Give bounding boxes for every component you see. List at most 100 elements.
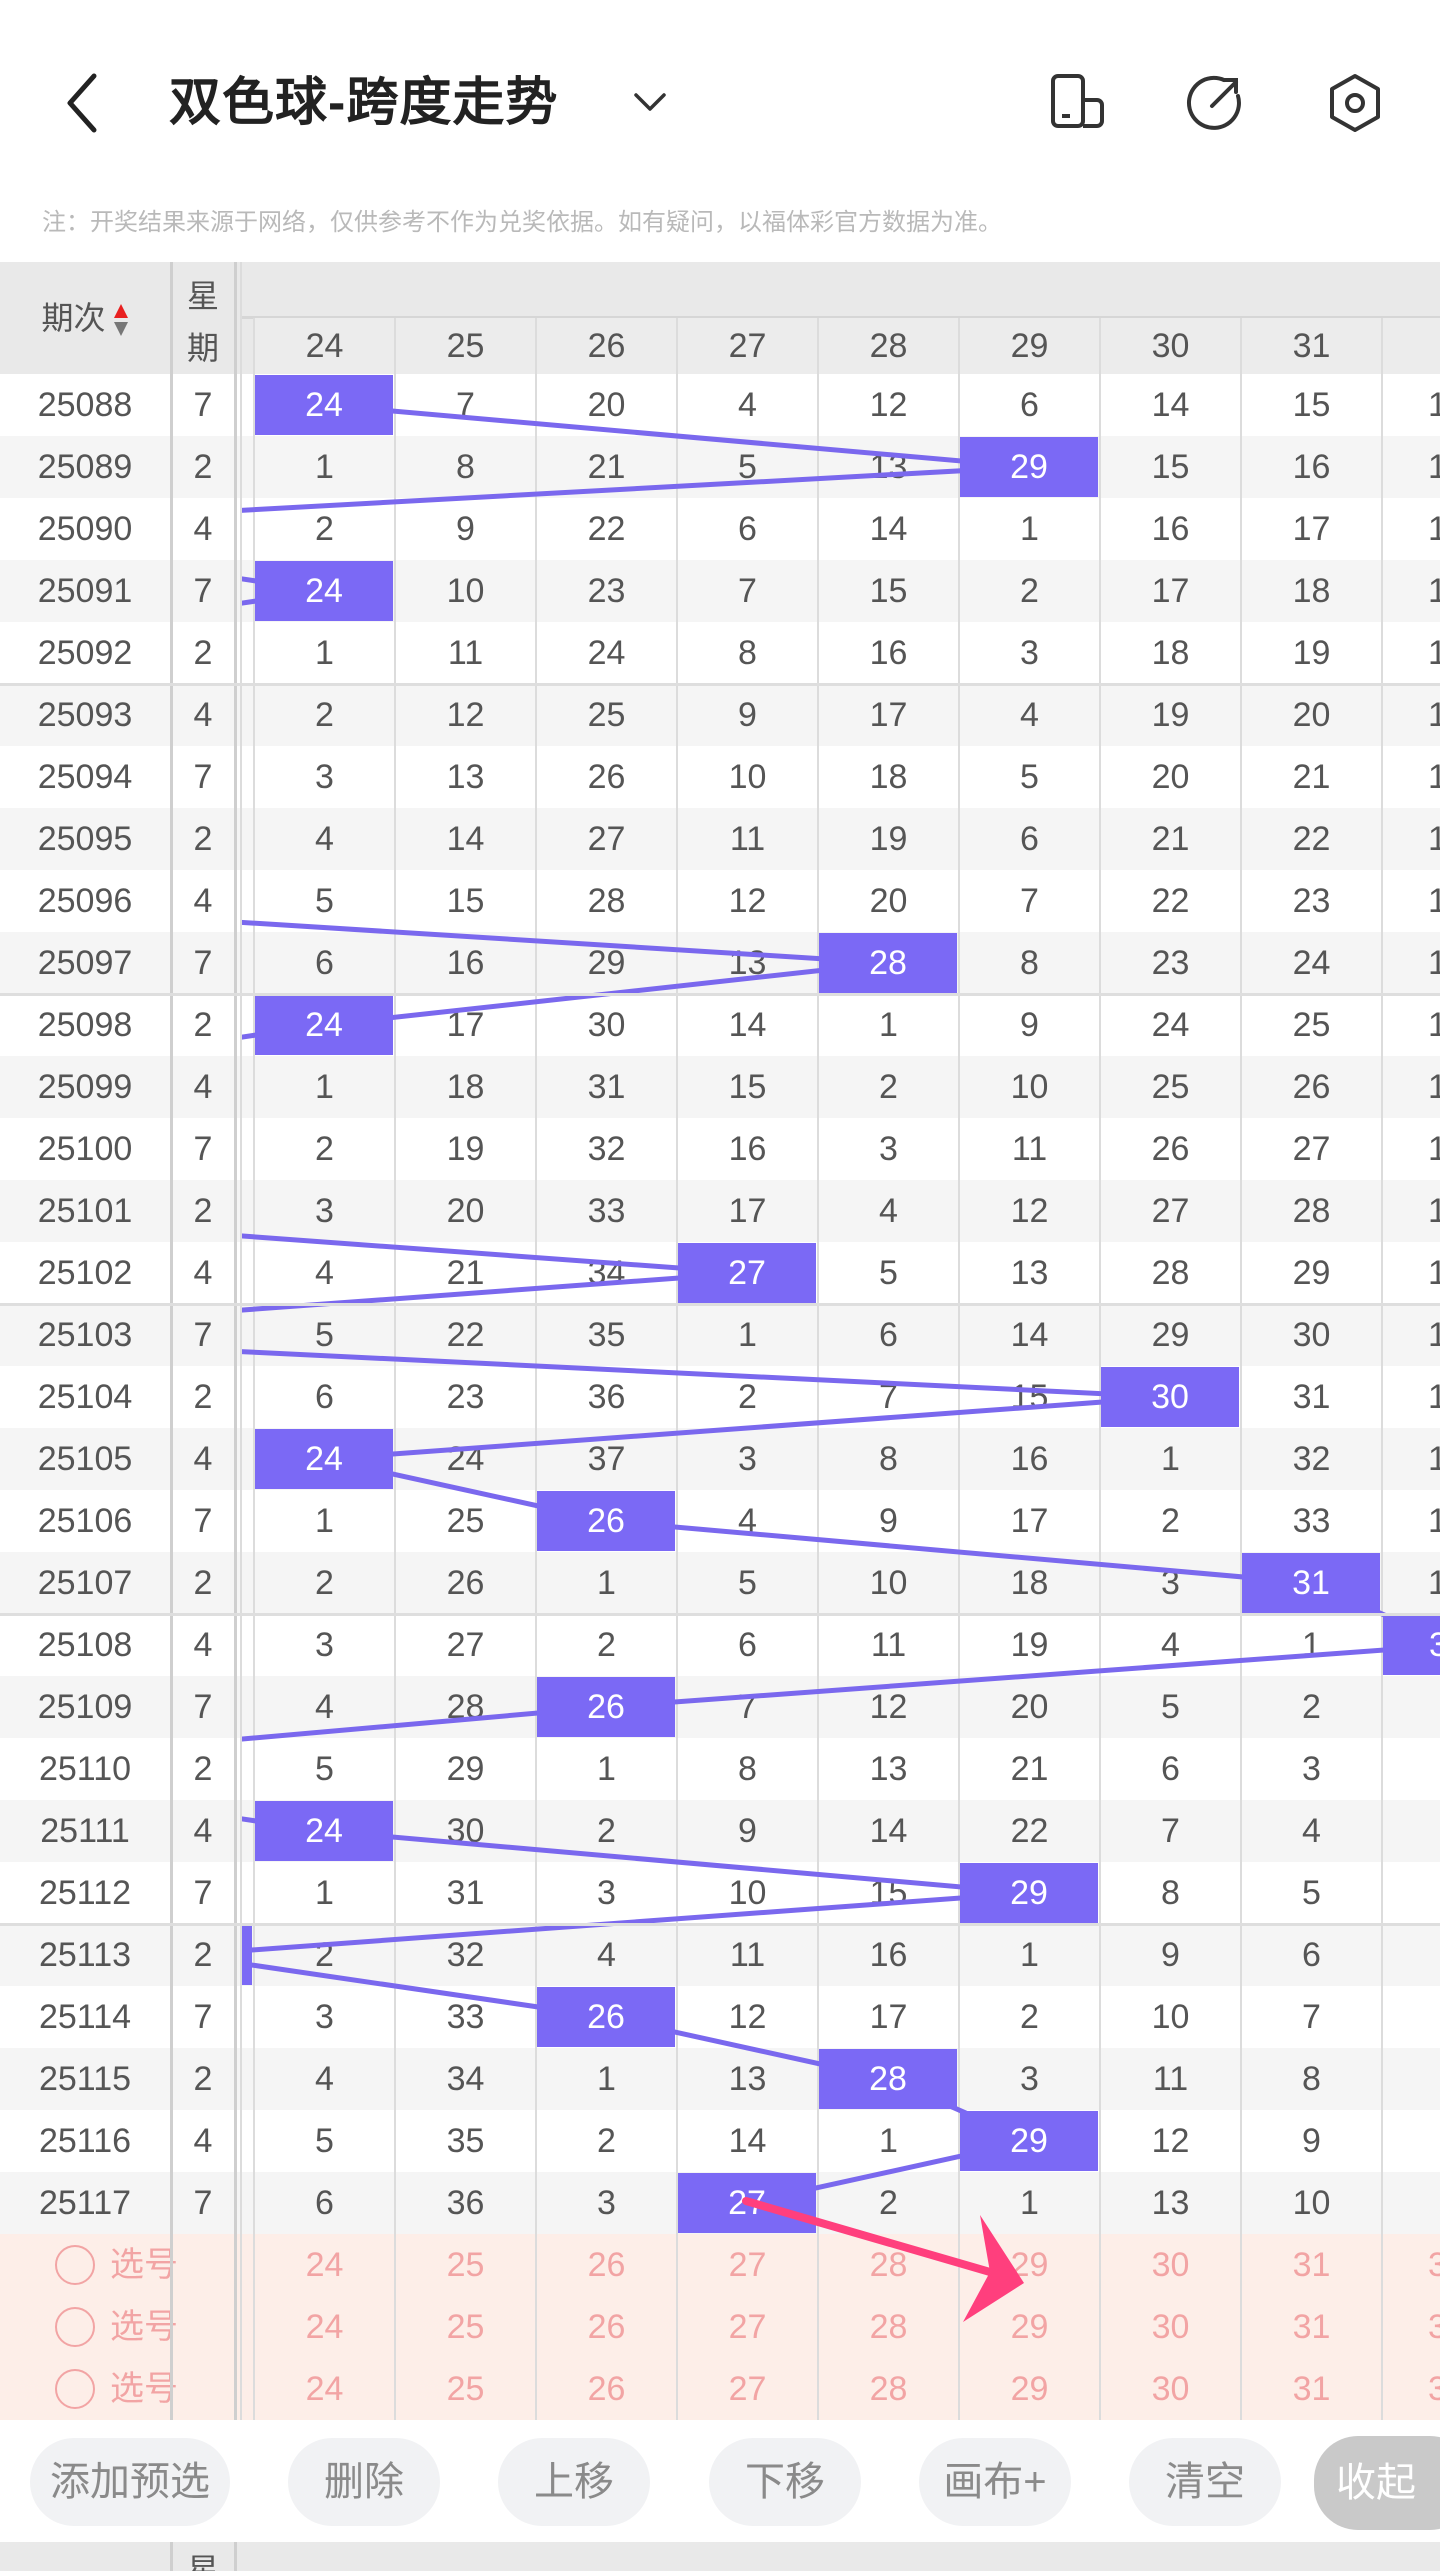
hit-marker[interactable]: 27: [678, 2173, 816, 2233]
pick-number[interactable]: 3: [1428, 2246, 1440, 2284]
span-cell: 13: [728, 2060, 767, 2098]
pick-number[interactable]: 25: [446, 2246, 485, 2284]
weekday: 7: [193, 1688, 213, 1726]
pick-number[interactable]: 28: [869, 2370, 908, 2408]
rotate-screen-button[interactable]: [1048, 72, 1110, 134]
hit-marker[interactable]: 31: [1242, 1553, 1380, 1613]
pick-number[interactable]: 27: [728, 2308, 767, 2346]
column-header[interactable]: 30: [1100, 318, 1241, 374]
pick-number[interactable]: 27: [728, 2370, 767, 2408]
span-cell: 3: [597, 1874, 616, 1912]
hit-marker[interactable]: 24: [255, 995, 393, 1055]
page-title[interactable]: 双色球-跨度走势: [169, 74, 559, 132]
span-cell: 4: [315, 1688, 334, 1726]
radio-circle-icon[interactable]: [55, 2307, 95, 2347]
hit-marker[interactable]: 26: [537, 1677, 675, 1737]
delete-button[interactable]: 删除: [288, 2438, 440, 2526]
column-header[interactable]: 29: [959, 318, 1100, 374]
hit-marker[interactable]: 28: [819, 2049, 957, 2109]
span-cell: 13: [869, 1750, 908, 1788]
column-header[interactable]: 31: [1241, 318, 1382, 374]
column-header[interactable]: 24: [254, 318, 395, 374]
radio-circle-icon[interactable]: [55, 2369, 95, 2409]
pick-number[interactable]: 30: [1151, 2246, 1190, 2284]
span-cell: 8: [1161, 1874, 1180, 1912]
pick-number[interactable]: 30: [1151, 2308, 1190, 2346]
span-cell: 5: [879, 1254, 898, 1292]
share-button[interactable]: [1184, 72, 1246, 134]
hit-marker[interactable]: 24: [255, 1429, 393, 1489]
column-header[interactable]: 3: [1382, 318, 1440, 374]
radio-circle-icon[interactable]: [55, 2245, 95, 2285]
span-cell: 10: [1151, 1998, 1190, 2036]
hit-marker[interactable]: 29: [960, 437, 1098, 497]
pick-number[interactable]: 24: [305, 2370, 344, 2408]
issue-number: 25094: [37, 758, 133, 796]
issue-number: 25090: [37, 510, 133, 548]
hit-marker[interactable]: 26: [537, 1987, 675, 2047]
hit-marker[interactable]: 3: [1383, 1615, 1440, 1675]
column-header[interactable]: 28: [818, 318, 959, 374]
issue-number: 25107: [37, 1564, 133, 1602]
hit-marker[interactable]: 29: [960, 2111, 1098, 2171]
weekday: 4: [193, 1440, 213, 1478]
title-dropdown[interactable]: [630, 82, 670, 122]
pick-number[interactable]: 28: [869, 2308, 908, 2346]
pick-row-selector[interactable]: 选号: [0, 2296, 178, 2358]
hit-marker[interactable]: 24: [255, 1801, 393, 1861]
span-cell: 2: [1161, 1502, 1180, 1540]
back-button[interactable]: [58, 70, 108, 136]
span-cell: 2: [597, 1626, 616, 1664]
hit-marker[interactable]: 29: [960, 1863, 1098, 1923]
hit-marker[interactable]: 26: [537, 1491, 675, 1551]
span-cell: 21: [1010, 1750, 1049, 1788]
pick-number[interactable]: 26: [587, 2246, 626, 2284]
span-cell: 29: [1151, 1316, 1190, 1354]
pick-number[interactable]: 26: [587, 2308, 626, 2346]
pick-number[interactable]: 26: [587, 2370, 626, 2408]
pick-number[interactable]: 25: [446, 2308, 485, 2346]
hit-marker[interactable]: 28: [819, 933, 957, 993]
move-down-button[interactable]: 下移: [709, 2438, 861, 2526]
hit-marker[interactable]: 24: [255, 375, 393, 435]
pick-row-selector[interactable]: 选号: [0, 2358, 178, 2420]
span-cell: 23: [587, 572, 626, 610]
pick-number[interactable]: 24: [305, 2308, 344, 2346]
span-cell: 8: [738, 1750, 757, 1788]
settings-button[interactable]: [1324, 72, 1386, 134]
span-cell: 2: [315, 696, 334, 734]
move-up-button[interactable]: 上移: [498, 2438, 650, 2526]
hit-marker[interactable]: 24: [255, 561, 393, 621]
canvas-plus-button[interactable]: 画布+: [919, 2438, 1071, 2526]
week-header-top: 星: [186, 278, 219, 314]
pick-number[interactable]: 30: [1151, 2370, 1190, 2408]
hit-marker[interactable]: 30: [1101, 1367, 1239, 1427]
column-header[interactable]: 27: [677, 318, 818, 374]
column-header[interactable]: 25: [395, 318, 536, 374]
hit-marker[interactable]: [241, 1925, 252, 1985]
pick-number[interactable]: 3: [1428, 2308, 1440, 2346]
span-cell: 29: [1292, 1254, 1331, 1292]
trend-segment: [606, 1518, 1312, 1586]
pick-number[interactable]: 29: [1010, 2370, 1049, 2408]
span-cell: 37: [587, 1440, 626, 1478]
pick-number[interactable]: 31: [1292, 2370, 1331, 2408]
pick-number[interactable]: 25: [446, 2370, 485, 2408]
pick-number[interactable]: 31: [1292, 2308, 1331, 2346]
collapse-button[interactable]: 收起: [1314, 2436, 1440, 2530]
pick-row-selector[interactable]: 选号: [0, 2234, 178, 2296]
pick-number[interactable]: 31: [1292, 2246, 1331, 2284]
span-cell: 19: [869, 820, 908, 858]
pick-number[interactable]: 3: [1428, 2370, 1440, 2408]
issue-header[interactable]: 期次: [0, 290, 170, 346]
span-cell: 30: [587, 1006, 626, 1044]
add-preselect-button[interactable]: 添加预选: [30, 2438, 230, 2526]
clear-button[interactable]: 清空: [1129, 2438, 1281, 2526]
column-header[interactable]: 26: [536, 318, 677, 374]
span-cell: 3: [597, 2184, 616, 2222]
span-cell: 1: [738, 1316, 757, 1354]
hit-marker[interactable]: 27: [678, 1243, 816, 1303]
pick-number[interactable]: 24: [305, 2246, 344, 2284]
span-cell: 3: [1302, 1750, 1321, 1788]
